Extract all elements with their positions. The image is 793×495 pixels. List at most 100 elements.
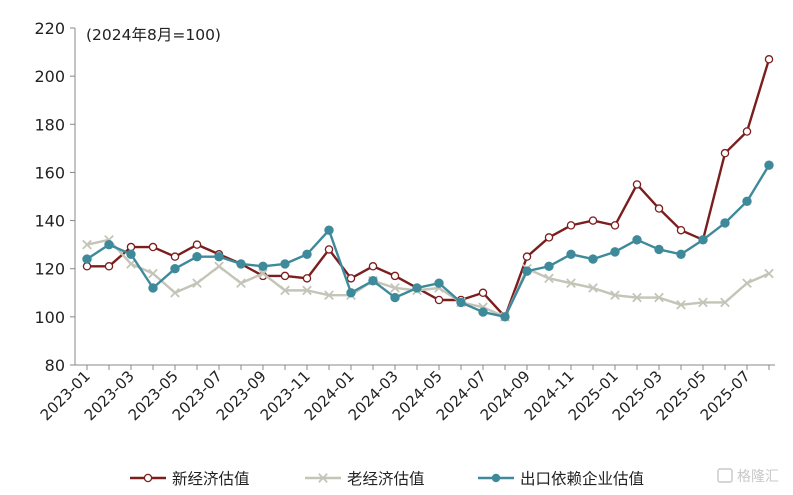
chart-note: (2024年8月=100) xyxy=(86,26,221,44)
data-point xyxy=(566,278,576,288)
data-point xyxy=(566,221,576,230)
data-point xyxy=(478,288,488,298)
y-tick-label: 180 xyxy=(34,115,65,134)
data-point xyxy=(82,239,92,250)
data-point xyxy=(764,55,774,64)
data-point xyxy=(390,283,400,293)
legend-marker xyxy=(491,473,501,483)
data-point xyxy=(632,180,642,189)
data-point xyxy=(236,259,246,269)
legend-item: 老经济估值 xyxy=(305,470,425,488)
data-point xyxy=(456,297,466,308)
watermark: 格隆汇 xyxy=(717,468,779,485)
data-point xyxy=(126,242,136,252)
data-point xyxy=(280,259,290,269)
data-point xyxy=(412,283,422,293)
data-point xyxy=(544,273,554,284)
data-point xyxy=(302,249,312,259)
data-point xyxy=(280,285,290,296)
data-point xyxy=(126,249,136,259)
data-point xyxy=(346,288,356,298)
data-point xyxy=(258,268,268,279)
data-point xyxy=(632,235,642,245)
data-point xyxy=(654,204,664,213)
legend-label: 老经济估值 xyxy=(347,470,425,488)
axes: 801001201401601802002202023-012023-03202… xyxy=(34,19,775,424)
data-point xyxy=(742,196,752,207)
data-point xyxy=(676,225,686,235)
data-point xyxy=(764,160,774,170)
data-point xyxy=(610,247,620,257)
data-point xyxy=(764,268,774,279)
data-point xyxy=(434,278,444,288)
legend-label: 新经济估值 xyxy=(172,470,250,488)
legend-marker xyxy=(143,473,153,483)
data-point xyxy=(346,274,356,283)
data-point xyxy=(170,252,180,261)
legend-item: 新经济估值 xyxy=(130,470,250,488)
data-point xyxy=(324,290,334,301)
data-point xyxy=(610,290,620,301)
data-point xyxy=(478,307,488,317)
data-point xyxy=(170,287,180,298)
data-point xyxy=(544,233,554,242)
data-point xyxy=(720,148,730,158)
data-point xyxy=(720,297,730,308)
data-point xyxy=(148,242,158,252)
data-point xyxy=(280,271,290,281)
data-point xyxy=(214,261,224,272)
data-point xyxy=(698,297,708,308)
data-point xyxy=(654,244,664,255)
legend-marker xyxy=(318,473,328,483)
data-point xyxy=(522,266,532,276)
data-point xyxy=(588,283,598,293)
y-tick-label: 160 xyxy=(34,163,65,182)
data-point xyxy=(698,235,708,245)
data-point xyxy=(588,216,598,225)
data-point xyxy=(522,252,532,261)
data-point xyxy=(302,274,312,283)
series-1 xyxy=(82,55,774,322)
legend-label: 出口依赖企业估值 xyxy=(520,470,644,488)
data-point xyxy=(214,251,224,262)
data-point xyxy=(720,218,730,228)
series-line xyxy=(87,58,771,319)
y-tick-label: 80 xyxy=(45,356,65,375)
data-point xyxy=(676,299,686,310)
data-point xyxy=(192,251,202,262)
y-tick-label: 220 xyxy=(34,19,65,38)
data-point xyxy=(742,127,752,136)
data-point xyxy=(104,262,114,271)
legend-item: 出口依赖企业估值 xyxy=(478,470,644,488)
watermark-logo-icon xyxy=(717,468,733,483)
data-point xyxy=(148,283,158,293)
data-point xyxy=(676,249,686,259)
data-point xyxy=(82,262,92,271)
data-point xyxy=(104,239,114,250)
data-point xyxy=(390,292,400,303)
y-tick-label: 140 xyxy=(34,212,65,231)
legend: 新经济估值 老经济估值 出口依赖企业估值 xyxy=(130,470,644,488)
y-tick-label: 120 xyxy=(34,260,65,279)
data-point xyxy=(588,254,598,264)
data-point xyxy=(236,278,246,288)
data-point xyxy=(324,245,334,254)
data-point xyxy=(544,261,554,272)
watermark-text: 格隆汇 xyxy=(737,469,779,485)
data-point xyxy=(368,276,378,286)
data-point xyxy=(500,312,510,322)
data-point xyxy=(126,259,136,269)
data-point xyxy=(610,221,620,230)
y-tick-label: 200 xyxy=(34,67,65,86)
series-layer xyxy=(82,55,774,322)
data-point xyxy=(302,285,312,296)
data-point xyxy=(82,254,92,264)
data-point xyxy=(368,262,378,271)
data-point xyxy=(654,292,664,303)
data-point xyxy=(566,249,576,259)
y-tick-label: 100 xyxy=(34,308,65,327)
data-point xyxy=(192,240,202,249)
data-point xyxy=(170,264,180,274)
data-point xyxy=(390,271,400,281)
